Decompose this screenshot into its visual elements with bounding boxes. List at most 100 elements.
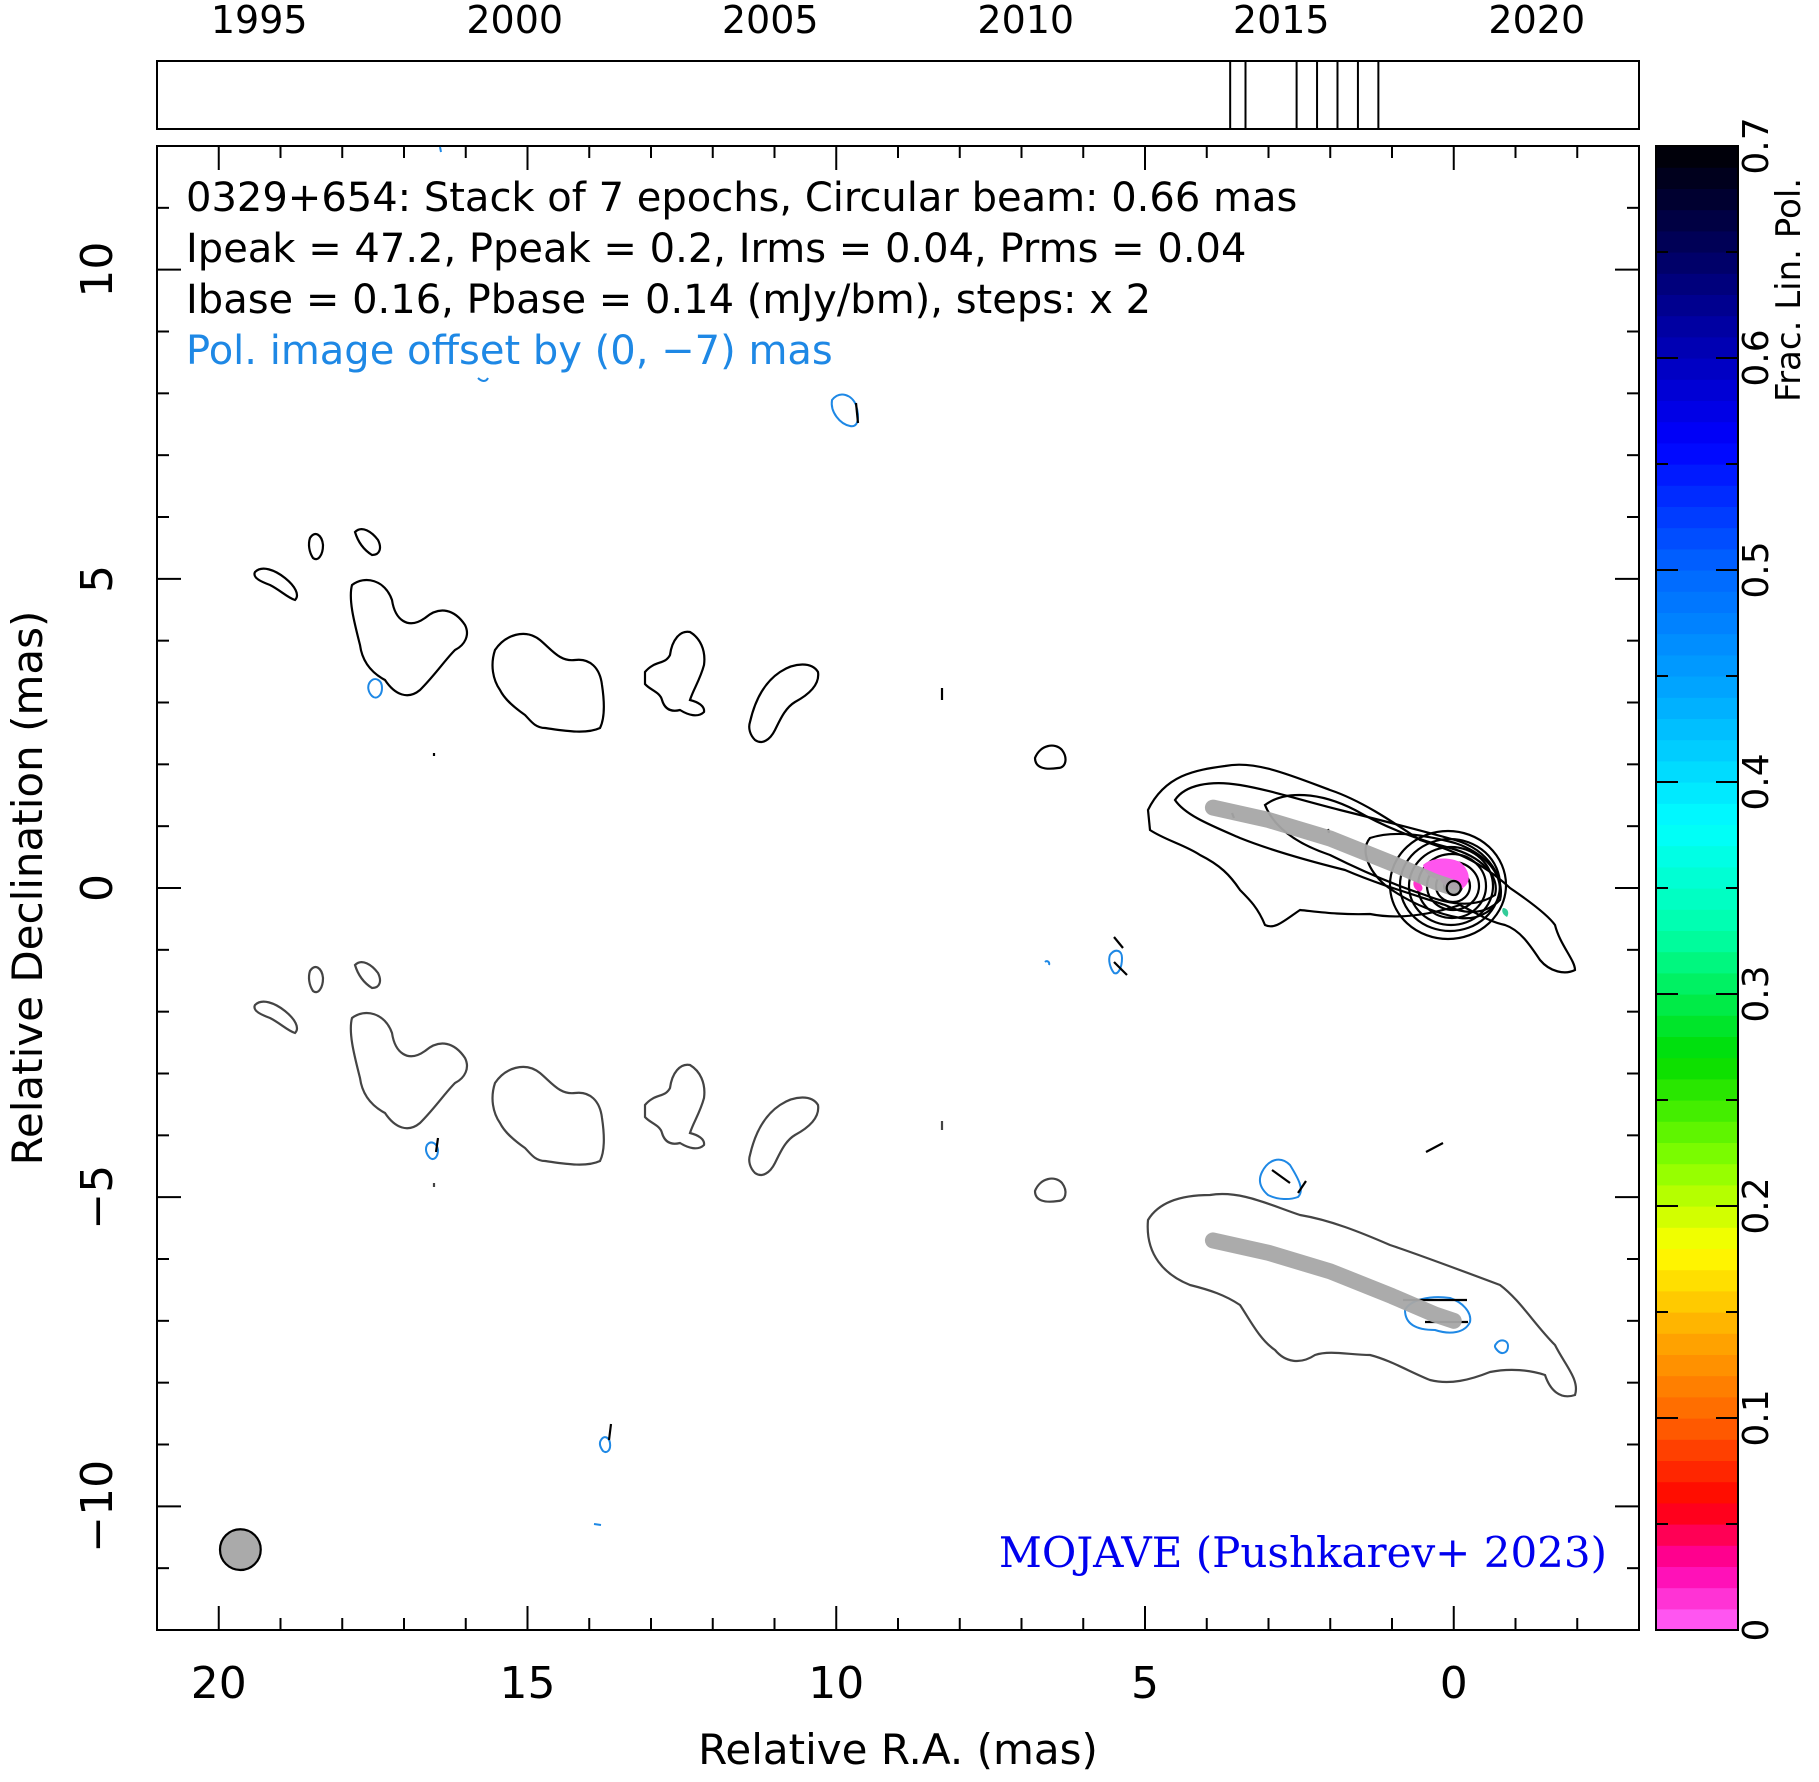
pol-contour-2: [367, 678, 384, 699]
colorbar-band: [1656, 1163, 1738, 1186]
colorbar-band: [1656, 506, 1738, 529]
colorbar-band: [1656, 1608, 1738, 1631]
colorbar-band: [1656, 1227, 1738, 1249]
stokes-i-contours-offset: [253, 961, 1578, 1398]
colorbar-tick-label: 0.7: [1736, 117, 1777, 174]
pol-contour-11: [477, 377, 489, 382]
y-tick-label: 10: [72, 242, 123, 298]
colorbar-band: [1656, 188, 1738, 211]
x-tick-label: 15: [500, 1658, 556, 1709]
jet-island-e: [491, 632, 605, 733]
colorbar-band: [1656, 633, 1738, 656]
core-contour-6: [1398, 837, 1502, 933]
title-line-1: 0329+654: Stack of 7 epochs, Circular be…: [186, 175, 1297, 221]
offset-jet-island-g: [748, 1096, 820, 1177]
colorbar-band: [1656, 1057, 1738, 1080]
colorbar-band: [1656, 718, 1738, 741]
timeline-tick-label: 2000: [466, 0, 563, 42]
colorbar-band: [1656, 146, 1738, 168]
colorbar-band: [1656, 803, 1738, 825]
colorbar-band: [1656, 591, 1738, 613]
jet-island-f: [643, 630, 706, 717]
colorbar-band: [1656, 570, 1738, 592]
core-jet-contour-3: [1263, 793, 1497, 905]
colorbar-band: [1656, 273, 1738, 295]
ridgeline: [1204, 799, 1462, 896]
colorbar-band: [1656, 1418, 1738, 1440]
colorbar-band: [1656, 464, 1738, 486]
colorbar-band: [1656, 315, 1738, 338]
offset-jet-island-d: [349, 1011, 469, 1130]
core-jet-contour-1: [1146, 763, 1577, 974]
x-axis-ticks: 20 15 10 5 0: [156, 146, 1579, 1709]
timeline-frame: [156, 60, 1640, 130]
colorbar-tick-label: 0.2: [1736, 1177, 1777, 1234]
colorbar-band: [1656, 400, 1738, 423]
title-line-2: Ipeak = 47.2, Ppeak = 0.2, Irms = 0.04, …: [186, 226, 1246, 272]
colorbar-band: [1656, 336, 1738, 359]
colorbar: 0 0.1 0.2 0.3 0.4 0.5 0.6 0.7 Frac. Lin. Pol.: [1655, 117, 1809, 1641]
pol-contour-8: [1493, 1339, 1510, 1355]
y-tick-label: 0: [72, 874, 123, 902]
colorbar-band: [1656, 994, 1738, 1016]
colorbar-band: [1656, 1566, 1738, 1589]
y-tick-label: 5: [72, 565, 123, 593]
pol-contour-12: [439, 146, 442, 153]
offset-jet-island-b: [307, 965, 325, 994]
core-marker: [1445, 879, 1462, 897]
colorbar-band: [1656, 951, 1738, 974]
colorbar-band: [1656, 527, 1738, 550]
core-jet-contour-4: [1364, 832, 1502, 920]
y-axis-ticks: 10 5 0 −5 −10: [72, 206, 1639, 1570]
x-tick-label: 10: [808, 1658, 864, 1709]
colorbar-band: [1656, 167, 1738, 189]
colorbar-band: [1656, 1248, 1738, 1271]
colorbar-band: [1656, 1078, 1738, 1101]
pol-contour-3: [1108, 949, 1124, 975]
offset-jet-contour: [1146, 1192, 1578, 1398]
x-tick-label: 20: [191, 1658, 247, 1709]
colorbar-band: [1656, 845, 1738, 868]
colorbar-band: [1656, 358, 1738, 380]
x-tick-label: 5: [1131, 1658, 1159, 1709]
evpa-tick: [1271, 1169, 1291, 1184]
offset-jet-island-e: [491, 1065, 605, 1166]
colorbar-tick-label: 0.1: [1736, 1389, 1777, 1446]
pol-contour-1: [830, 393, 859, 428]
colorbar-band: [1656, 1481, 1738, 1504]
colorbar-band: [1656, 1587, 1738, 1610]
offset-jet-island-h: [1033, 1177, 1067, 1203]
colorbar-band: [1656, 760, 1738, 783]
evpa-tick: [854, 402, 860, 424]
colorbar-band: [1656, 1100, 1738, 1122]
colorbar-band: [1656, 1439, 1738, 1461]
pol-contour-9: [598, 1436, 612, 1453]
colorbar-band: [1656, 1312, 1738, 1334]
y-axis-label: Relative Declination (mas): [3, 611, 52, 1166]
jet-island-g: [748, 663, 820, 744]
timeline-tick-label: 2005: [722, 0, 819, 42]
jet-island-b: [307, 532, 325, 561]
colorbar-band: [1656, 421, 1738, 444]
colorbar-band: [1656, 739, 1738, 762]
colorbar-band: [1656, 252, 1738, 274]
colorbar-band: [1656, 442, 1738, 465]
colorbar-band: [1656, 209, 1738, 232]
credit-text: MOJAVE (Pushkarev+ 2023): [999, 1528, 1607, 1577]
offset-jet-island-a: [253, 1000, 299, 1035]
colorbar-band: [1656, 824, 1738, 847]
evpa-tick: [607, 1423, 613, 1441]
ridgeline: [1204, 1232, 1462, 1329]
offset-jet-island-c: [353, 961, 382, 990]
offset-jet-island-f: [643, 1063, 706, 1150]
colorbar-band: [1656, 548, 1738, 571]
colorbar-fill: [1656, 146, 1738, 1631]
frac-pol-patch-3: [1502, 908, 1509, 917]
colorbar-band: [1656, 1184, 1738, 1207]
jet-island-c: [353, 528, 382, 557]
pol-contour-4: [1044, 960, 1051, 966]
beam-circle: [218, 1528, 262, 1572]
timeline-tick-label: 2020: [1488, 0, 1585, 42]
timeline-tick-label: 1995: [211, 0, 308, 42]
